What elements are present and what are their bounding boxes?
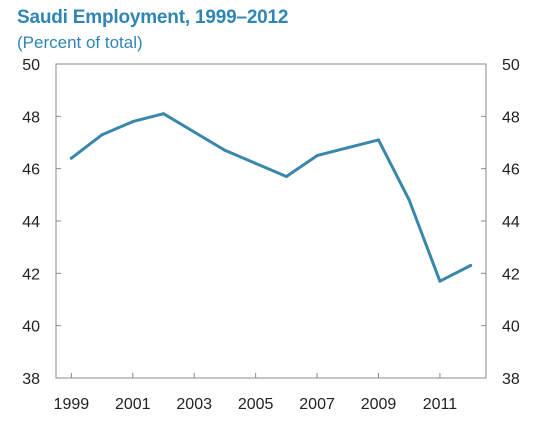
data-point: [69, 156, 73, 160]
x-tick-label: 1999: [54, 396, 90, 413]
data-point: [162, 112, 165, 116]
y-tick-label-left: 46: [22, 162, 40, 179]
y-tick-label-right: 42: [502, 266, 520, 283]
y-tick-label-left: 48: [22, 109, 40, 126]
y-tick-label-right: 50: [502, 57, 520, 74]
chart-subtitle: (Percent of total): [17, 33, 143, 52]
x-tick-label: 2007: [299, 396, 335, 413]
x-tick-label: 2003: [176, 396, 212, 413]
data-point: [284, 175, 288, 179]
x-tick-label: 2001: [115, 396, 151, 413]
series-layer: [69, 112, 473, 283]
data-point: [407, 198, 411, 202]
chart-title: Saudi Employment, 1999–2012: [17, 7, 289, 28]
y-tick-label-right: 38: [502, 371, 520, 388]
data-point: [223, 148, 227, 152]
y-tick-label-right: 46: [502, 162, 520, 179]
data-point: [469, 263, 473, 267]
data-point: [438, 279, 442, 283]
y-tick-label-left: 42: [22, 266, 40, 283]
y-tick-label-left: 40: [22, 319, 40, 336]
y-axis-left: 38 40 42 44 46 48 50: [22, 57, 61, 388]
y-tick-label-left: 44: [22, 214, 40, 231]
data-point: [192, 130, 196, 134]
data-point: [254, 161, 258, 165]
x-tick-label: 2005: [238, 396, 274, 413]
data-point: [346, 146, 350, 150]
series-line: [69, 112, 473, 283]
data-point: [131, 120, 135, 124]
x-tick-label: 2011: [423, 396, 458, 413]
data-point: [377, 138, 380, 142]
y-axis-right: 38 40 42 44 46 48 50: [481, 57, 520, 388]
y-tick-label-right: 48: [502, 109, 520, 126]
x-tick-label: 2009: [361, 396, 397, 413]
plot-frame: [55, 63, 487, 379]
y-tick-label-left: 50: [22, 57, 40, 74]
data-point: [315, 154, 319, 158]
x-axis: 1999 2001 2003 2005 2007 2009 2011: [54, 373, 458, 413]
data-point: [100, 133, 104, 137]
y-tick-label-right: 40: [502, 319, 520, 336]
y-tick-label-right: 44: [502, 214, 520, 231]
y-tick-label-left: 38: [22, 371, 40, 388]
